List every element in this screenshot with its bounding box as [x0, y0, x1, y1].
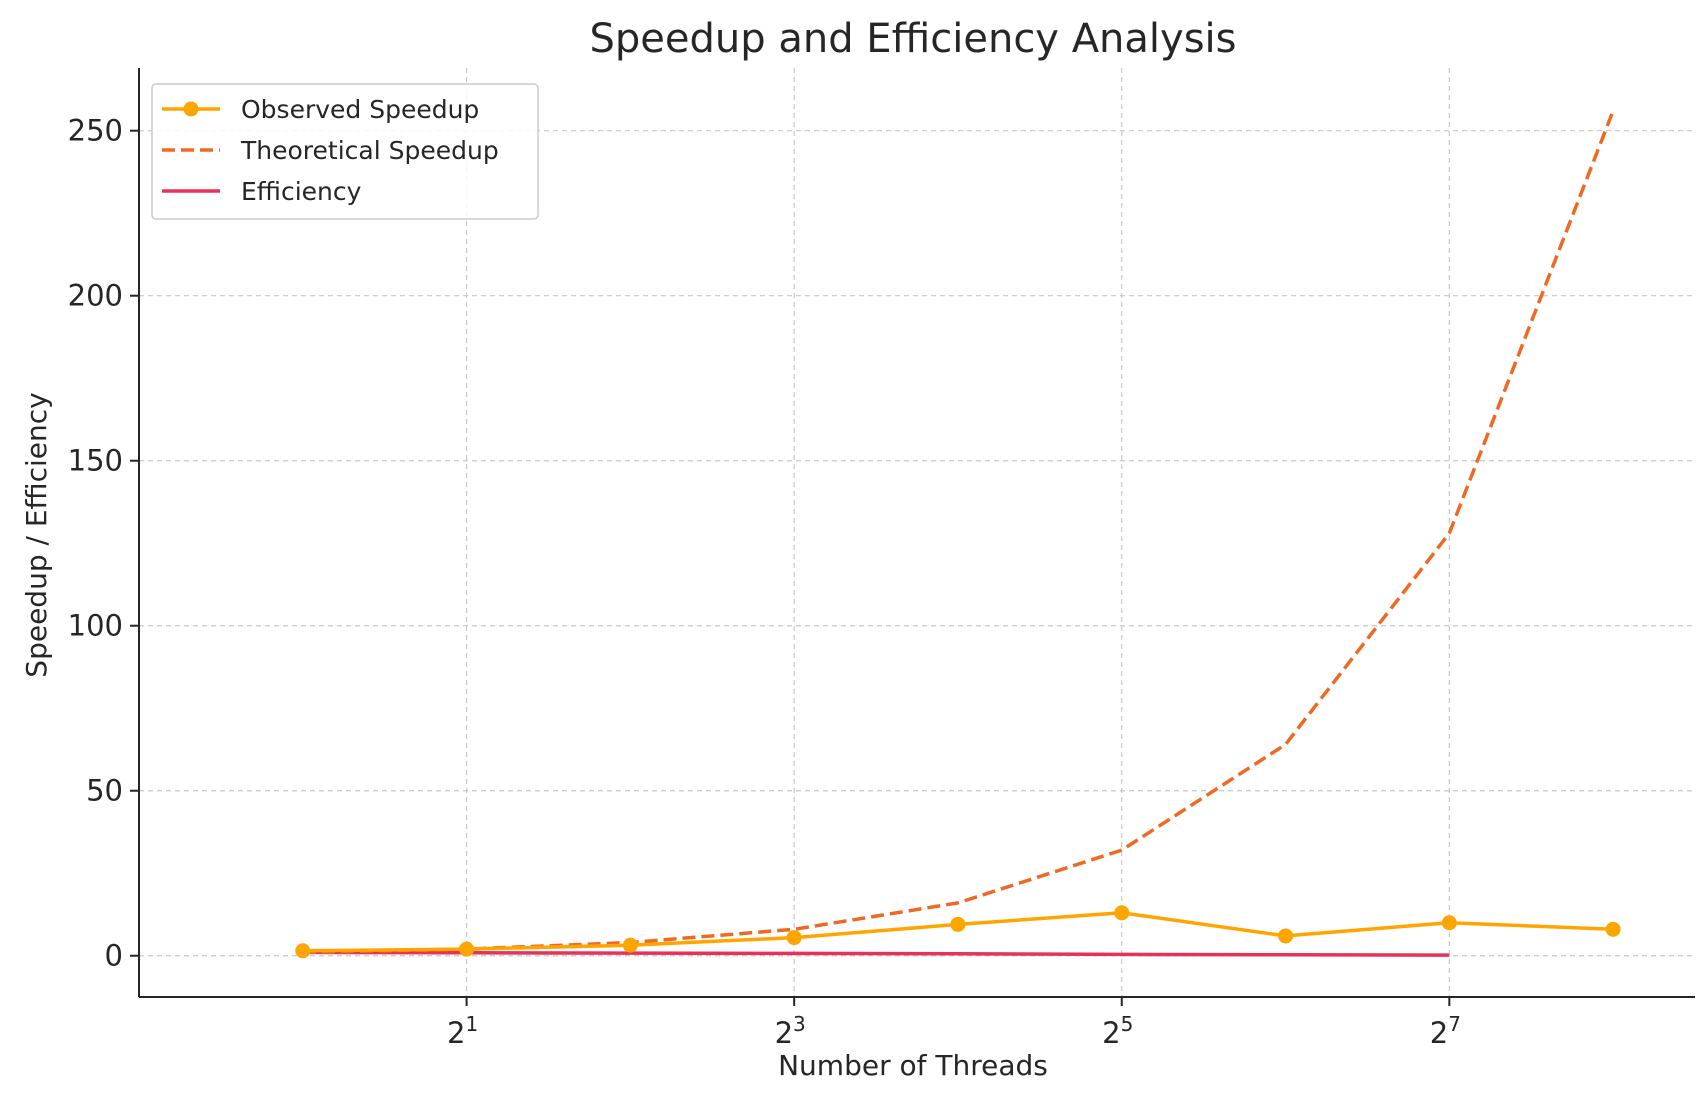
axes: [138, 68, 1695, 998]
data-point-observed-speedup: [622, 937, 638, 953]
data-point-observed-speedup: [1278, 928, 1294, 944]
x-tick-label: 23: [775, 1012, 806, 1050]
legend-box: [151, 83, 539, 220]
y-axis-label: Speedup / Efficiency: [20, 392, 53, 677]
y-tick-label: 200: [68, 279, 123, 313]
legend-label-theoretical-speedup: Theoretical Speedup: [240, 136, 499, 165]
y-tick-label: 100: [68, 609, 123, 643]
legend-entries: Observed Speedup Theoretical Speedup Effic…: [162, 95, 499, 206]
y-tick-label: 150: [68, 444, 123, 478]
grid-lines: [139, 68, 1695, 997]
legend-marker-observed-speedup: [183, 101, 199, 117]
data-point-observed-speedup: [786, 930, 802, 946]
y-tick-label: 0: [105, 939, 123, 973]
x-tick-label: 25: [1102, 1012, 1133, 1050]
legend-label-efficiency: Efficiency: [241, 177, 362, 206]
tick-labels: 0 50 100 150 200 250 21 23 25 27: [68, 114, 1461, 1050]
legend-label-observed-speedup: Observed Speedup: [241, 95, 479, 124]
series-lines: [295, 110, 1621, 959]
x-axis-label: Number of Threads: [778, 1049, 1048, 1082]
data-point-observed-speedup: [459, 941, 475, 957]
series-line-theoretical-speedup: [302, 110, 1615, 955]
y-tick-label: 50: [86, 774, 123, 808]
data-point-observed-speedup: [1605, 921, 1621, 937]
legend: Observed Speedup Theoretical Speedup Effic…: [151, 83, 539, 220]
data-point-observed-speedup: [1441, 915, 1457, 931]
chart-title: Speedup and Efficiency Analysis: [589, 16, 1236, 62]
y-tick-label: 250: [68, 114, 123, 148]
x-tick-label: 21: [447, 1012, 478, 1050]
data-point-observed-speedup: [1114, 905, 1130, 921]
data-point-observed-speedup: [950, 916, 966, 932]
x-tick-label: 27: [1430, 1012, 1461, 1050]
data-point-observed-speedup: [295, 943, 311, 959]
series-line-efficiency: [302, 950, 1450, 957]
